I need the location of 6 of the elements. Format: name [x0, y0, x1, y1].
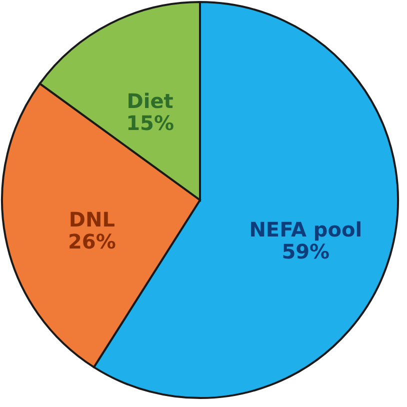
slice-label: DNL — [68, 208, 116, 232]
slice-label: NEFA pool — [249, 218, 362, 242]
slice-label: Diet — [126, 88, 174, 113]
data-label: 15% — [126, 110, 174, 135]
data-label: 59% — [282, 240, 330, 264]
data-label: 26% — [68, 230, 116, 254]
